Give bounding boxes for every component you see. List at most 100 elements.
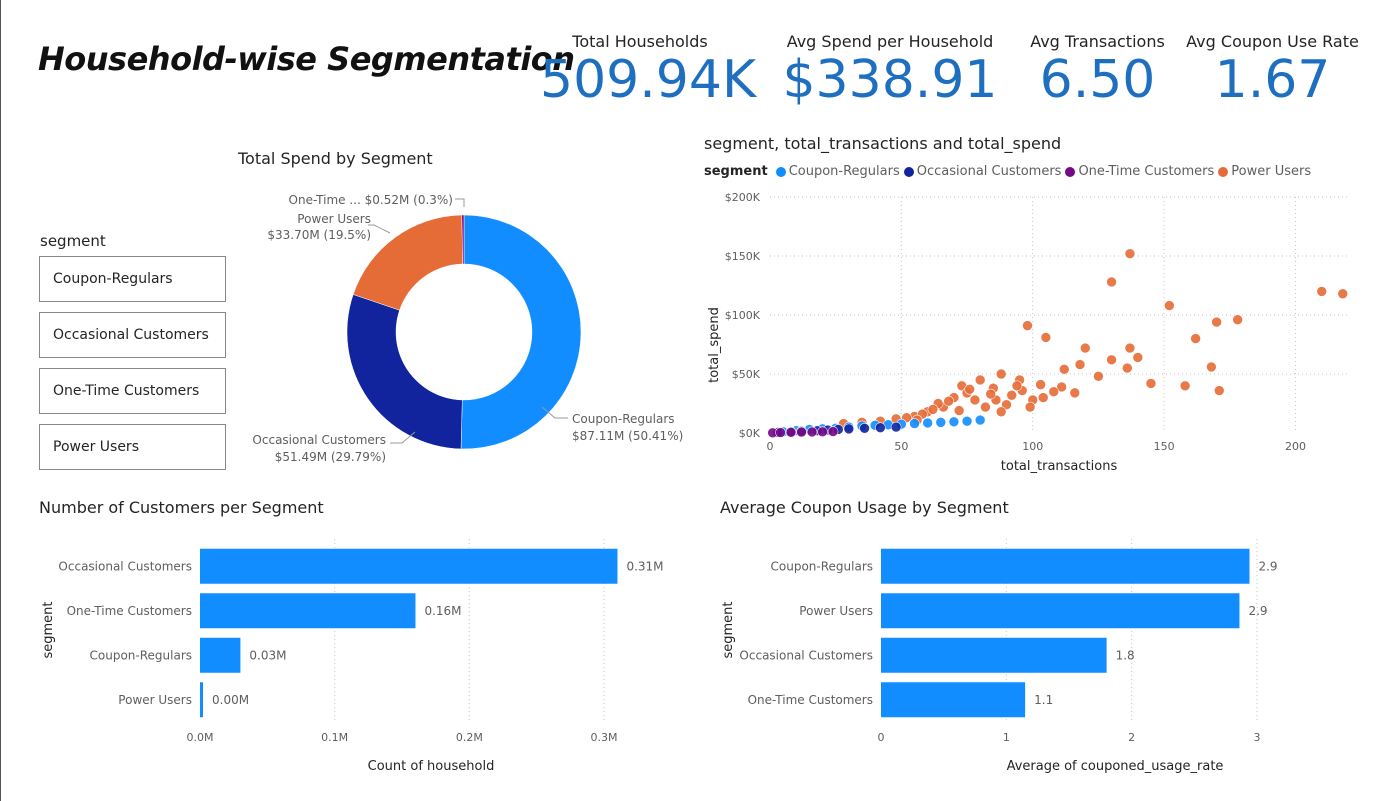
scatter-y-tick: $100K bbox=[725, 309, 761, 322]
scatter-x-tick: 150 bbox=[1154, 440, 1175, 453]
slicer-item-one-time-customers[interactable]: One-Time Customers bbox=[39, 368, 226, 414]
bar-x-tick: 1 bbox=[1003, 731, 1010, 744]
legend-label: Power Users bbox=[1231, 164, 1312, 179]
scatter-point bbox=[1132, 352, 1144, 363]
scatter-point bbox=[1074, 359, 1086, 370]
scatter-point bbox=[775, 427, 786, 438]
bar1-bars: Occasional Customers 0.31M One-Time Custom… bbox=[58, 548, 664, 718]
scatter-point bbox=[974, 414, 986, 426]
legend-label: One-Time Customers bbox=[1078, 164, 1215, 179]
scatter-point bbox=[843, 423, 855, 435]
scatter-point bbox=[1079, 342, 1091, 354]
kpi-avg-coupon-use-rate[interactable]: Avg Coupon Use Rate 1.67 bbox=[1185, 32, 1360, 109]
scatter-x-tick: 100 bbox=[1022, 440, 1043, 453]
donut-label-occasional-name: Occasional Customers bbox=[252, 433, 386, 447]
bar-occasional-customers bbox=[200, 548, 618, 584]
bar2-bars: Coupon-Regulars 2.9 Power Users 2.9 Occasion… bbox=[739, 548, 1278, 718]
legend-item-coupon-regulars[interactable]: Coupon-Regulars bbox=[775, 164, 900, 179]
leader-line-occasional bbox=[390, 431, 416, 444]
scatter-point bbox=[985, 388, 996, 400]
scatter-y-axis-title: total_spend bbox=[707, 307, 722, 383]
scatter-point bbox=[827, 426, 839, 437]
scatter-point bbox=[1040, 332, 1052, 343]
bar-power-users bbox=[881, 593, 1240, 629]
scatter-point bbox=[1213, 385, 1225, 396]
donut-slice-one-time-customers bbox=[461, 214, 465, 265]
scatter-point bbox=[935, 417, 947, 428]
legend-dot-icon bbox=[903, 166, 914, 177]
bar2-y-axis-title: segment bbox=[721, 601, 736, 658]
bar-occasional-customers bbox=[881, 637, 1107, 673]
bar2-chart[interactable]: 0 1 2 3 Coupon-Regulars 2.9 Power Users 2.9 Occ… bbox=[710, 530, 1370, 780]
scatter-point bbox=[1037, 392, 1049, 403]
bar-x-tick: 0.2M bbox=[456, 731, 483, 744]
kpi-label: Avg Transactions bbox=[1030, 32, 1165, 51]
legend-item-power-users[interactable]: Power Users bbox=[1218, 164, 1311, 179]
bar-data-label: 0.03M bbox=[249, 648, 286, 662]
scatter-point bbox=[1024, 401, 1036, 413]
scatter-point bbox=[1211, 316, 1222, 328]
scatter-point bbox=[859, 422, 870, 434]
scatter-point bbox=[806, 426, 818, 438]
kpi-label: Avg Coupon Use Rate bbox=[1186, 32, 1359, 51]
scatter-point bbox=[1058, 363, 1070, 375]
scatter-point bbox=[927, 404, 939, 415]
scatter-point bbox=[969, 394, 981, 406]
legend-item-one-time-customers[interactable]: One-Time Customers bbox=[1065, 164, 1214, 179]
scatter-x-tick: 50 bbox=[894, 440, 908, 453]
kpi-avg-spend[interactable]: Avg Spend per Household $338.91 bbox=[780, 32, 1000, 109]
scatter-point bbox=[995, 368, 1007, 380]
scatter-chart[interactable]: 0 50 100 150 200 $0K $50K $100K $150K $200K total… bbox=[700, 185, 1368, 480]
scatter-point bbox=[1190, 333, 1201, 344]
slicer-item-power-users[interactable]: Power Users bbox=[39, 424, 226, 470]
scatter-point bbox=[948, 416, 960, 428]
scatter-legend: segment Coupon-Regulars Occasional Custo… bbox=[704, 164, 1315, 179]
scatter-point bbox=[1179, 380, 1191, 392]
scatter-point bbox=[1124, 342, 1136, 354]
scatter-point bbox=[1106, 276, 1117, 288]
donut-slice-coupon-regulars bbox=[460, 214, 582, 450]
bar-power-users bbox=[200, 682, 203, 718]
donut-label-coupon-regulars-name: Coupon-Regulars bbox=[572, 412, 675, 426]
bar-x-tick: 0 bbox=[878, 731, 885, 744]
bar-category-label: Power Users bbox=[799, 604, 873, 618]
bar1-chart[interactable]: 0.0M 0.1M 0.2M 0.3M Occasional Customers 0.3… bbox=[30, 530, 690, 780]
kpi-label: Avg Spend per Household bbox=[786, 32, 994, 51]
scatter-point bbox=[817, 426, 828, 438]
scatter-point bbox=[922, 417, 933, 429]
scatter-point bbox=[1006, 389, 1018, 401]
slicer-item-coupon-regulars[interactable]: Coupon-Regulars bbox=[39, 256, 226, 302]
legend-item-occasional-customers[interactable]: Occasional Customers bbox=[903, 164, 1062, 179]
bar-one-time-customers bbox=[200, 593, 416, 629]
kpi-value: $338.91 bbox=[782, 50, 998, 110]
donut-chart[interactable]: One-Time ... $0.52M (0.3%) Power Users $… bbox=[250, 185, 690, 475]
scatter-point bbox=[964, 384, 975, 395]
scatter-point bbox=[1048, 386, 1060, 397]
scatter-x-axis-title: total_transactions bbox=[1001, 459, 1118, 474]
bar-data-label: 1.1 bbox=[1034, 693, 1053, 707]
scatter-point bbox=[909, 418, 920, 429]
legend-title: segment bbox=[704, 164, 768, 179]
scatter-y-tick: $200K bbox=[725, 191, 761, 204]
legend-dot-icon bbox=[1218, 166, 1229, 177]
scatter-point bbox=[1001, 399, 1012, 410]
scatter-x-tick: 0 bbox=[767, 440, 774, 453]
scatter-point bbox=[1035, 379, 1046, 390]
kpi-value: 509.94K bbox=[540, 50, 757, 110]
legend-label: Occasional Customers bbox=[916, 164, 1062, 179]
slicer-item-occasional-customers[interactable]: Occasional Customers bbox=[39, 312, 226, 358]
kpi-value: 6.50 bbox=[1039, 50, 1156, 110]
donut-label-occasional-value: $51.49M (29.79%) bbox=[275, 450, 386, 464]
bar-data-label: 2.9 bbox=[1248, 604, 1267, 618]
scatter-point bbox=[1093, 371, 1104, 382]
kpi-total-households[interactable]: Total Households 509.94K bbox=[540, 32, 757, 110]
leader-line-power-users bbox=[368, 224, 391, 234]
bar-category-label: One-Time Customers bbox=[67, 604, 192, 618]
donut-label-coupon-regulars-value: $87.11M (50.41%) bbox=[572, 429, 683, 443]
bar-data-label: 0.16M bbox=[424, 604, 461, 618]
bar1-x-axis-title: Count of household bbox=[368, 759, 495, 774]
scatter-y-tick: $0K bbox=[739, 427, 761, 440]
bar-category-label: Power Users bbox=[118, 693, 192, 707]
bar-x-tick: 0.3M bbox=[591, 731, 618, 744]
kpi-avg-transactions[interactable]: Avg Transactions 6.50 bbox=[1020, 32, 1175, 109]
